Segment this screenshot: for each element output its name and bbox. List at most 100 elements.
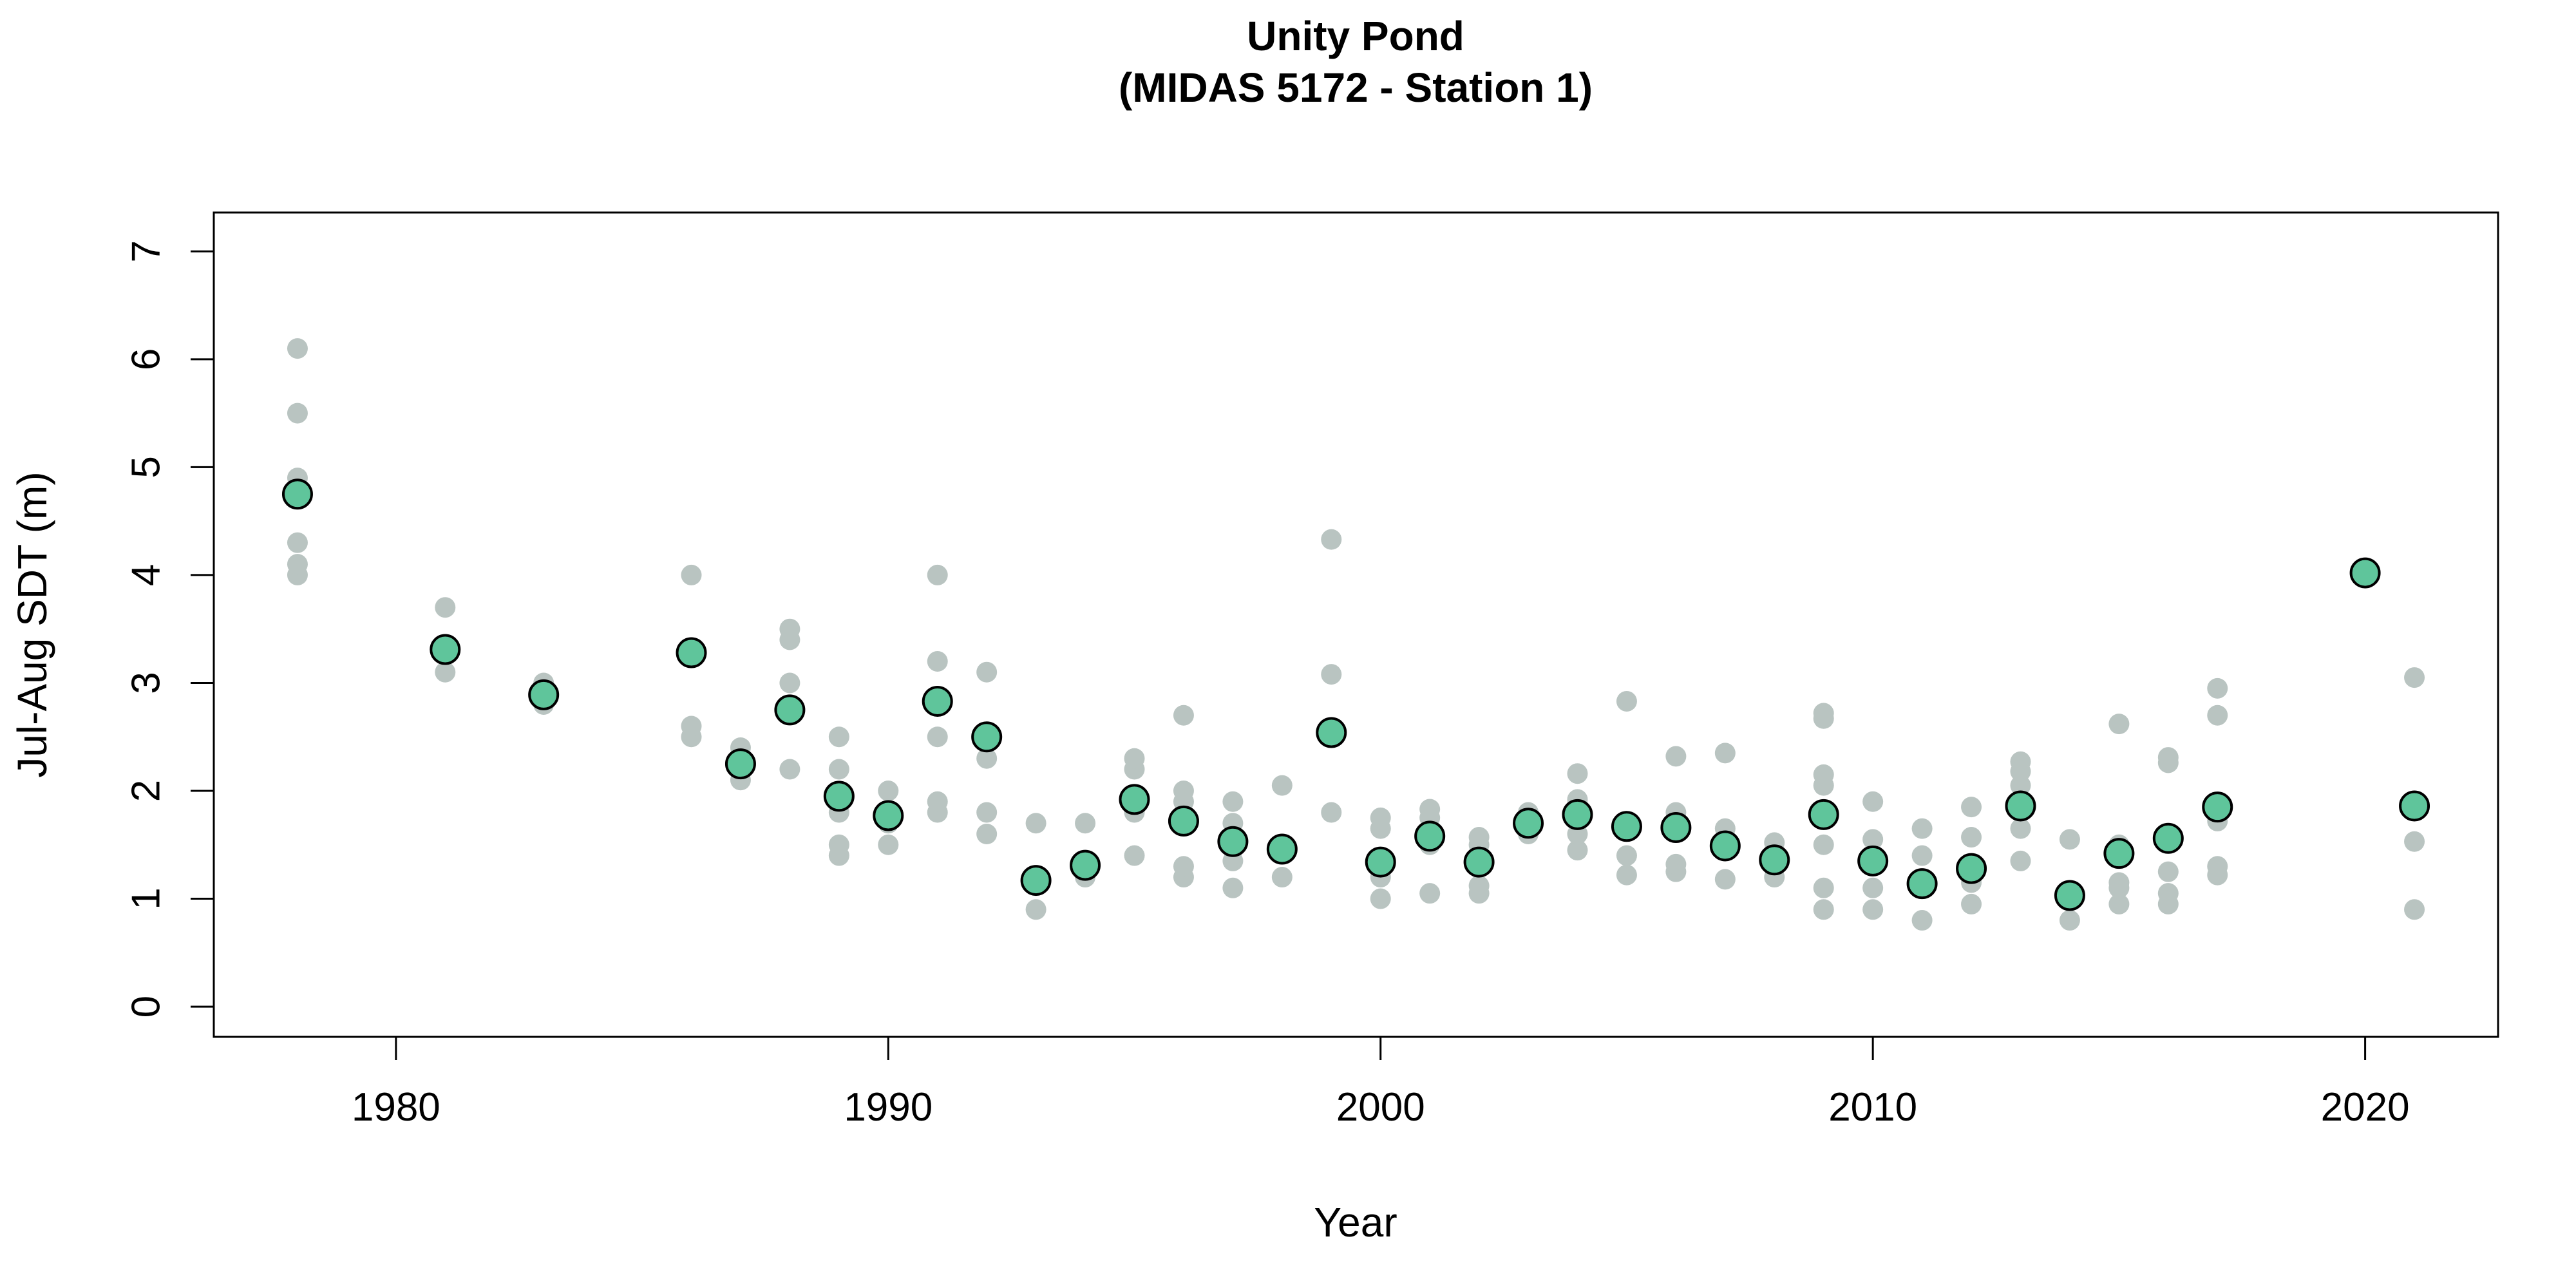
observation-point	[2404, 667, 2425, 688]
observation-point	[1911, 845, 1933, 866]
annual-mean-series	[281, 478, 2430, 911]
observation-point	[1173, 856, 1194, 877]
observation-point	[1862, 899, 1884, 920]
observation-point	[927, 564, 948, 585]
observation-point	[878, 834, 899, 855]
observation-point	[927, 650, 948, 672]
observation-point	[1665, 746, 1687, 767]
annual-mean-point	[2152, 822, 2184, 854]
annual-mean-point	[922, 685, 953, 717]
observation-point	[2404, 899, 2425, 920]
observation-point	[1813, 703, 1834, 724]
observation-point	[1862, 877, 1884, 898]
observation-point	[1271, 867, 1293, 888]
observation-point	[435, 597, 456, 618]
x-tick-label: 1980	[352, 1085, 440, 1130]
annual-mean-point	[281, 478, 313, 510]
annual-mean-point	[430, 634, 461, 665]
observation-point	[828, 726, 849, 748]
annual-mean-point	[1906, 868, 1938, 900]
observation-point	[828, 759, 849, 780]
annual-mean-point	[1956, 853, 1987, 884]
annual-mean-point	[1266, 833, 1298, 865]
annual-mean-point	[2005, 790, 2036, 822]
observation-point	[435, 661, 456, 683]
observation-point	[1714, 869, 1736, 890]
y-tick-label: 3	[124, 672, 169, 694]
observation-point	[1271, 775, 1293, 796]
observation-point	[1321, 802, 1342, 823]
observation-point	[1419, 799, 1441, 820]
annual-mean-point	[971, 721, 1003, 753]
y-tick-label: 2	[124, 780, 169, 802]
annual-mean-point	[1463, 846, 1495, 878]
annual-mean-point	[528, 679, 560, 710]
annual-mean-point	[1611, 811, 1642, 842]
observation-point	[1616, 690, 1637, 712]
observation-point	[2010, 850, 2031, 871]
observation-point	[1321, 529, 1342, 550]
annual-mean-point	[724, 748, 756, 780]
observation-point	[1813, 877, 1834, 898]
y-tick-label: 0	[124, 996, 169, 1018]
observation-point	[1173, 781, 1194, 802]
x-tick-label: 2000	[1336, 1085, 1425, 1130]
annual-mean-point	[1414, 820, 1446, 852]
observation-point	[1862, 829, 1884, 850]
observation-point	[2059, 829, 2080, 850]
observation-point	[878, 781, 899, 802]
plot-area-frame	[213, 211, 2499, 1038]
observation-point	[1665, 853, 1687, 875]
observation-point	[1075, 813, 1096, 834]
annual-mean-point	[1020, 865, 1052, 896]
annual-mean-point	[774, 694, 806, 726]
annual-mean-point	[873, 800, 904, 831]
observation-point	[1911, 910, 1933, 931]
annual-mean-point	[1070, 849, 1101, 881]
observation-point	[2108, 714, 2130, 735]
observation-point	[2010, 751, 2031, 772]
observation-point	[1321, 664, 1342, 685]
observation-point	[779, 672, 800, 694]
annual-mean-point	[1513, 808, 1544, 839]
observation-point	[2010, 818, 2031, 839]
observation-point	[976, 748, 998, 769]
observation-point	[1468, 875, 1490, 896]
observation-point	[287, 532, 308, 553]
observation-point	[1025, 899, 1046, 920]
y-tick-label: 5	[124, 456, 169, 478]
observation-point	[287, 554, 308, 575]
observation-point	[2207, 705, 2228, 726]
annual-mean-point	[1562, 799, 1593, 830]
observation-point	[681, 564, 702, 585]
y-tick-label: 4	[124, 564, 169, 586]
annual-mean-point	[1119, 784, 1150, 815]
observation-point	[1124, 845, 1145, 866]
observation-point	[2404, 831, 2425, 852]
observation-point	[2108, 893, 2130, 914]
observation-point	[1961, 827, 1982, 848]
y-tick-label: 7	[124, 240, 169, 262]
observation-point	[2157, 861, 2179, 882]
observation-point	[1961, 893, 1982, 914]
x-axis: 1980 1990 2000 2010 2020	[352, 1036, 2410, 1130]
annual-mean-point	[1660, 811, 1692, 843]
observation-point	[1616, 845, 1637, 866]
observation-point	[2157, 883, 2179, 904]
observation-point	[1370, 807, 1391, 828]
observation-point	[1862, 791, 1884, 812]
observation-point	[681, 715, 702, 737]
annual-mean-point	[1709, 830, 1741, 862]
observation-point	[1567, 763, 1588, 784]
x-tick-label: 2010	[1828, 1085, 1917, 1130]
y-tick-label: 1	[124, 887, 169, 909]
observation-point	[2157, 747, 2179, 768]
annual-mean-point	[1316, 717, 1347, 748]
observation-point	[779, 618, 800, 639]
observation-point	[1961, 797, 1982, 818]
annual-mean-point	[1857, 845, 1889, 876]
observation-point	[287, 402, 308, 424]
observation-point	[927, 791, 948, 812]
annual-mean-point	[1217, 826, 1249, 857]
